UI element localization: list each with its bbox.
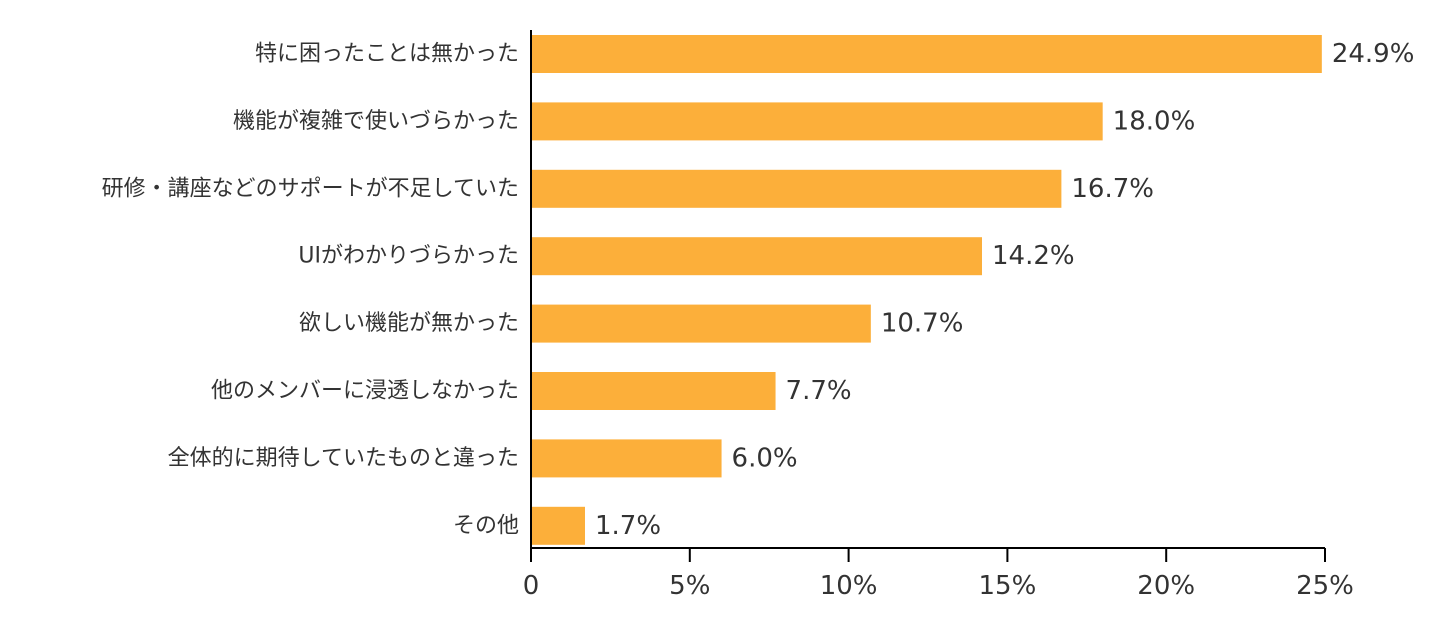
x-tick-label: 0 <box>523 571 540 601</box>
value-label: 16.7% <box>1071 174 1154 204</box>
x-tick-label: 20% <box>1137 571 1195 601</box>
axis-layer: 0 5% 10% 15% 20% 25% <box>523 30 1354 601</box>
x-tick-label: 10% <box>820 571 878 601</box>
category-label: UIがわかりづらかった <box>298 244 519 269</box>
bar <box>531 237 982 276</box>
x-tick-label: 15% <box>979 571 1037 601</box>
bar <box>531 506 585 545</box>
x-tick-label: 5% <box>669 571 710 601</box>
category-label: 全体的に期待していたものと違った <box>168 446 519 471</box>
category-label: 他のメンバーに浸透しなかった <box>211 379 519 404</box>
value-label: 1.7% <box>595 511 661 541</box>
category-label: 研修・講座などのサポートが不足していた <box>102 176 519 201</box>
x-tick-label: 25% <box>1296 571 1354 601</box>
value-label: 18.0% <box>1113 106 1196 136</box>
bar <box>531 304 871 343</box>
labels-layer: 特に困ったことは無かった 24.9% 機能が複雑で使いづらかった 18.0% 研修・講座… <box>102 39 1415 541</box>
bar <box>531 102 1103 141</box>
category-label: 特に困ったことは無かった <box>255 42 519 67</box>
value-label: 14.2% <box>992 241 1075 271</box>
bar <box>531 35 1322 73</box>
bars-layer <box>531 35 1322 545</box>
value-label: 10.7% <box>881 309 964 339</box>
category-label: 欲しい機能が無かった <box>299 311 519 336</box>
value-label: 24.9% <box>1332 39 1415 69</box>
category-label: 機能が複雑で使いづらかった <box>233 109 519 134</box>
value-label: 7.7% <box>786 376 852 406</box>
bar <box>531 169 1062 208</box>
bar <box>531 372 776 410</box>
bar <box>531 439 722 478</box>
value-label: 6.0% <box>732 443 798 473</box>
category-label: その他 <box>453 513 519 538</box>
